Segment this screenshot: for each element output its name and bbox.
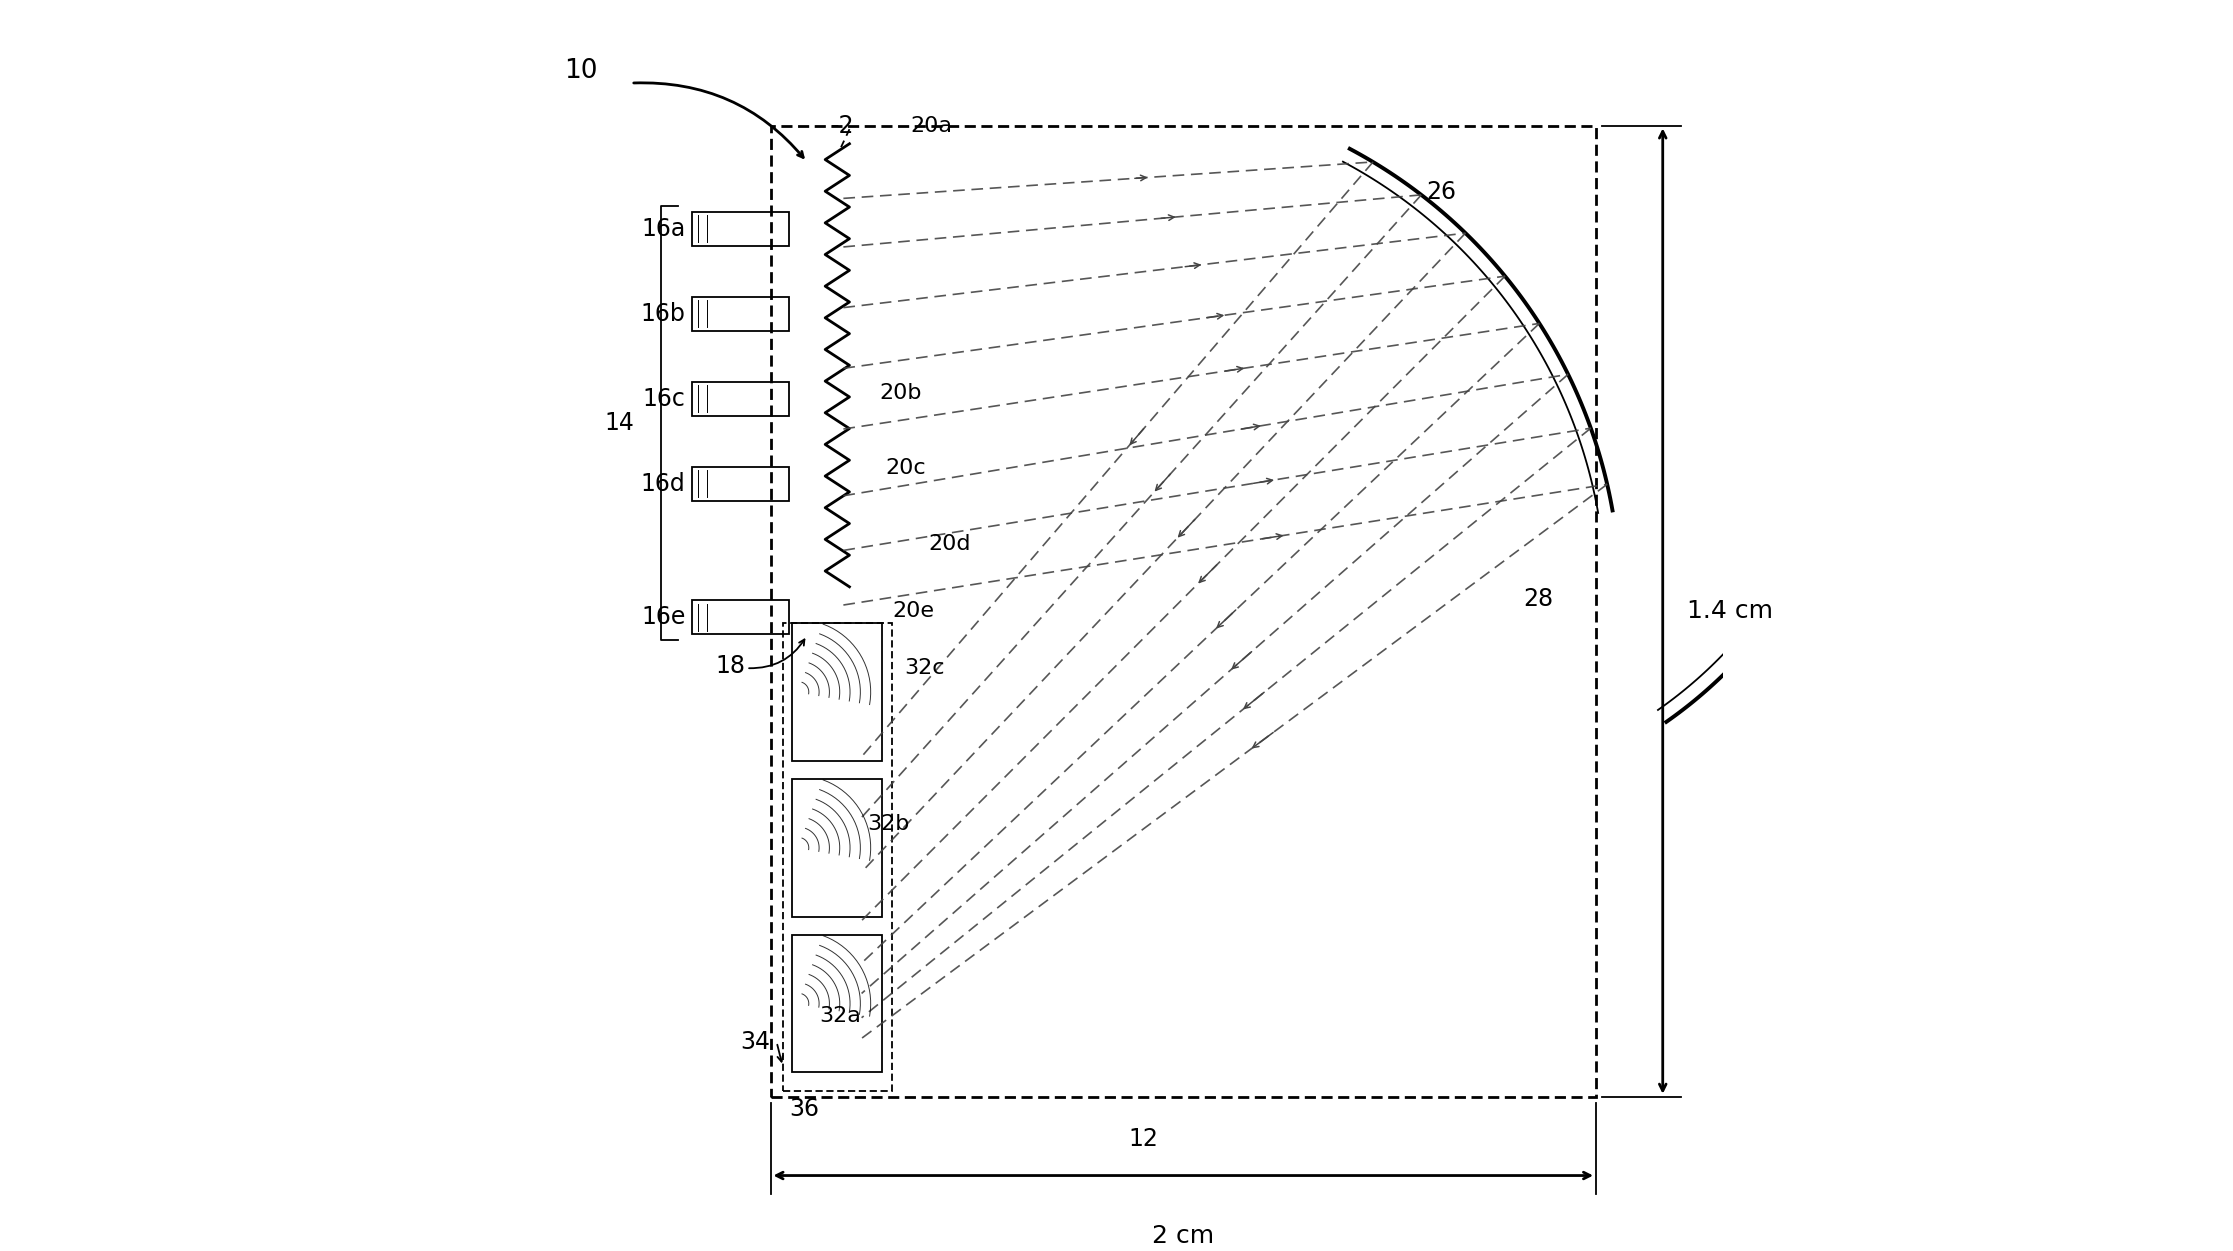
Text: 1.4 cm: 1.4 cm xyxy=(1686,599,1773,623)
Bar xyxy=(692,211,788,245)
Text: 36: 36 xyxy=(788,1097,820,1121)
Text: 2 cm: 2 cm xyxy=(1152,1223,1215,1248)
Bar xyxy=(784,623,891,1091)
Text: 28: 28 xyxy=(1523,587,1554,610)
Text: 20e: 20e xyxy=(891,600,933,620)
Text: 20b: 20b xyxy=(880,383,922,403)
Text: 32b: 32b xyxy=(869,813,911,833)
Bar xyxy=(793,623,882,761)
Bar xyxy=(793,934,882,1072)
Text: 20a: 20a xyxy=(911,115,951,135)
Bar xyxy=(692,382,788,415)
Text: 18: 18 xyxy=(717,654,746,678)
Bar xyxy=(692,600,788,634)
Text: 12: 12 xyxy=(1128,1127,1159,1151)
Text: 16e: 16e xyxy=(641,605,686,629)
Text: 34: 34 xyxy=(741,1030,770,1055)
Text: 16d: 16d xyxy=(641,472,686,495)
Bar xyxy=(770,125,1597,1097)
Text: -2: -2 xyxy=(831,114,855,138)
Text: 20c: 20c xyxy=(887,458,927,478)
Text: 16b: 16b xyxy=(641,301,686,325)
Text: 16c: 16c xyxy=(643,387,686,410)
Text: 32c: 32c xyxy=(904,658,945,678)
Text: 26: 26 xyxy=(1427,180,1456,204)
Text: 20d: 20d xyxy=(929,534,971,554)
Bar xyxy=(692,296,788,330)
Bar xyxy=(692,467,788,500)
Text: 16a: 16a xyxy=(641,216,686,240)
Text: 32a: 32a xyxy=(820,1006,862,1026)
Text: 10: 10 xyxy=(565,58,598,84)
Bar xyxy=(793,779,882,917)
Text: 14: 14 xyxy=(605,410,634,435)
